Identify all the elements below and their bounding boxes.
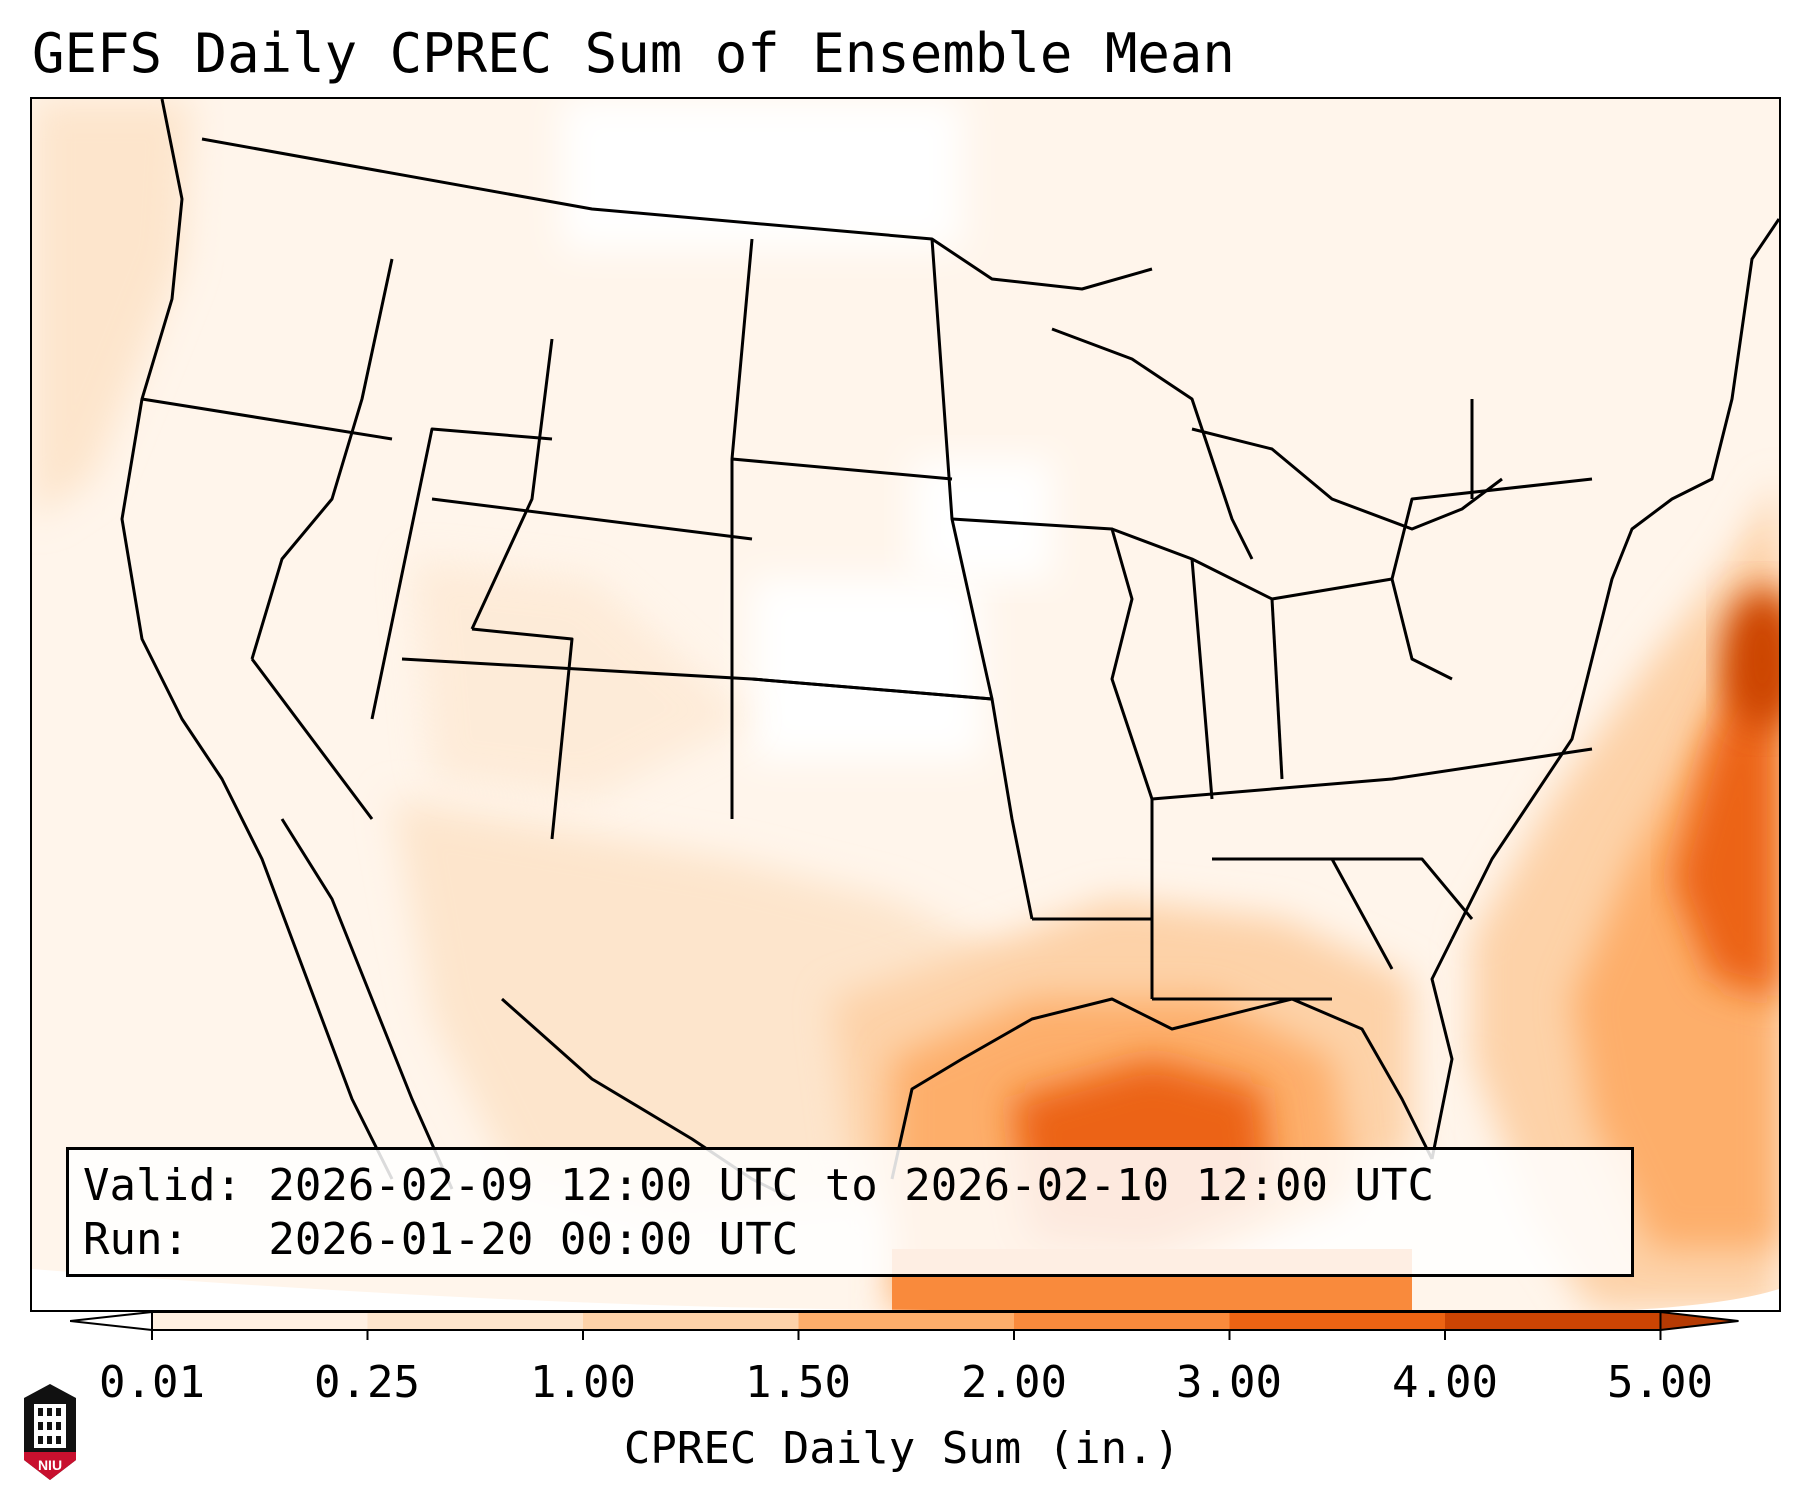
- colorbar-segment: [1229, 1312, 1445, 1330]
- colorbar-tick-label: 0.25: [314, 1357, 420, 1408]
- colorbar-segment: [152, 1312, 368, 1330]
- colorbar-tick-label: 1.00: [530, 1357, 636, 1408]
- colorbar-tick-label: 2.00: [961, 1357, 1067, 1408]
- colorbar-under-triangle: [70, 1310, 153, 1332]
- precipitation-map: [30, 97, 1781, 1312]
- colorbar-segment: [583, 1312, 799, 1330]
- colorbar-tick-label: 3.00: [1176, 1357, 1282, 1408]
- map-title: GEFS Daily CPREC Sum of Ensemble Mean: [32, 22, 1235, 85]
- colorbar-segment: [798, 1312, 1014, 1330]
- map-canvas: [32, 99, 1779, 1310]
- precip-shading: [32, 99, 1779, 1310]
- colorbar-over-triangle: [1659, 1310, 1739, 1332]
- colorbar-tick-label: 4.00: [1392, 1357, 1498, 1408]
- valid-time-text: Valid: 2026-02-09 12:00 UTC to 2026-02-1…: [83, 1160, 1435, 1211]
- svg-text:NIU: NIU: [38, 1457, 62, 1473]
- colorbar-tick-label: 0.01: [99, 1357, 205, 1408]
- valid-run-info-box: Valid: 2026-02-09 12:00 UTC to 2026-02-1…: [66, 1147, 1634, 1277]
- colorbar-segment: [1445, 1312, 1661, 1330]
- colorbar-tick-label: 5.00: [1607, 1357, 1713, 1408]
- run-time-text: Run: 2026-01-20 00:00 UTC: [83, 1214, 799, 1265]
- colorbar-segment: [1014, 1312, 1230, 1330]
- colorbar-tick-label: 1.50: [745, 1357, 851, 1408]
- colorbar-segment: [367, 1312, 583, 1330]
- colorbar-outline: [151, 1311, 1662, 1331]
- colorbar: [70, 1310, 1739, 1340]
- niu-logo-icon: NIU: [24, 1384, 76, 1480]
- colorbar-label: CPREC Daily Sum (in.): [623, 1423, 1181, 1474]
